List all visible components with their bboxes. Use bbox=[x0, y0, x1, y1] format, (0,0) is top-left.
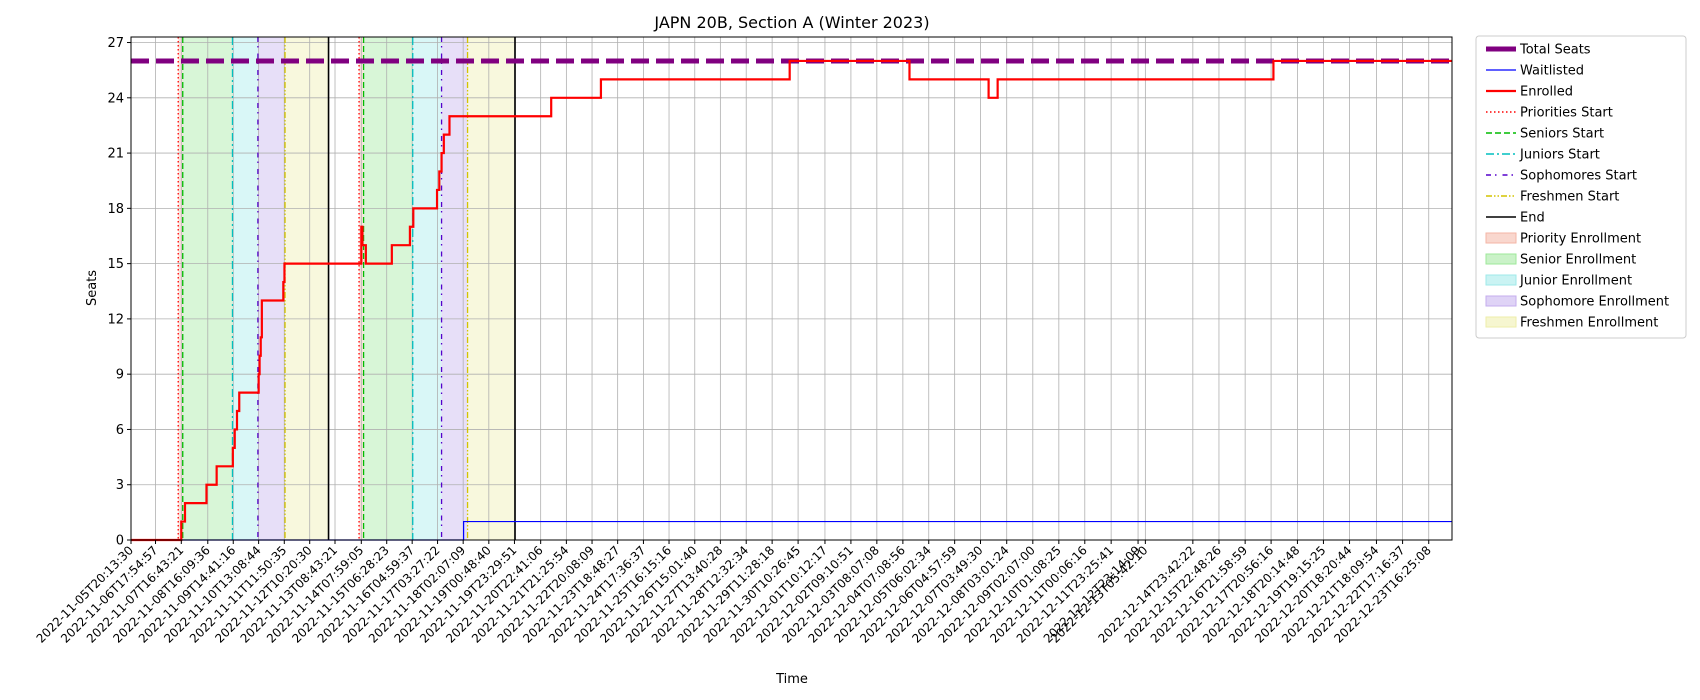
legend-swatch-junior-enrollment bbox=[1485, 274, 1517, 286]
chart-title: JAPN 20B, Section A (Winter 2023) bbox=[653, 13, 929, 32]
chart-legend: Total Seats Waitlisted Enrolled Priorities … bbox=[1475, 35, 1687, 339]
y-axis-ticks: 0 3 6 9 12 15 18 21 24 27 bbox=[107, 36, 131, 549]
span-freshmen-enrollment-2 bbox=[467, 37, 516, 540]
span-junior-enrollment-1 bbox=[232, 37, 258, 540]
y-tick-label: 18 bbox=[107, 202, 124, 217]
legend-swatch-senior-enrollment bbox=[1485, 253, 1517, 265]
legend-label-priorities-start: Priorities Start bbox=[1520, 106, 1613, 121]
span-senior-enrollment-2 bbox=[363, 37, 413, 540]
legend-label-total-seats: Total Seats bbox=[1519, 43, 1591, 58]
span-junior-enrollment-2 bbox=[412, 37, 442, 540]
legend-label-sophomore-enrollment: Sophomore Enrollment bbox=[1520, 295, 1669, 310]
legend-label-juniors-start: Juniors Start bbox=[1519, 148, 1600, 163]
y-tick-label: 24 bbox=[107, 91, 124, 106]
period-markers bbox=[177, 37, 516, 540]
legend-label-sophomores-start: Sophomores Start bbox=[1520, 169, 1637, 184]
span-sophomore-enrollment-1 bbox=[257, 37, 286, 540]
legend-label-junior-enrollment: Junior Enrollment bbox=[1519, 274, 1632, 289]
legend-swatch-freshmen-enrollment bbox=[1485, 316, 1517, 328]
legend-label-freshmen-start: Freshmen Start bbox=[1520, 190, 1619, 205]
span-priority-enrollment-1 bbox=[178, 37, 183, 540]
legend-label-senior-enrollment: Senior Enrollment bbox=[1520, 253, 1636, 268]
span-sophomore-enrollment-2 bbox=[441, 37, 468, 540]
y-tick-label: 6 bbox=[116, 423, 124, 438]
span-freshmen-enrollment-1 bbox=[285, 37, 329, 540]
legend-swatch-priority-enrollment bbox=[1485, 232, 1517, 244]
series-enrolled bbox=[131, 59, 1452, 542]
y-tick-label: 12 bbox=[107, 312, 124, 327]
y-tick-label: 3 bbox=[116, 478, 124, 493]
enrollment-spans bbox=[178, 37, 516, 540]
y-tick-label: 27 bbox=[107, 36, 124, 51]
y-tick-label: 15 bbox=[107, 257, 124, 272]
legend-swatch-sophomore-enrollment bbox=[1485, 295, 1517, 307]
legend-label-freshmen-enrollment: Freshmen Enrollment bbox=[1520, 316, 1658, 331]
y-tick-label: 21 bbox=[107, 147, 124, 162]
legend-label-end: End bbox=[1520, 211, 1545, 226]
legend-frame bbox=[1475, 35, 1687, 339]
legend-label-seniors-start: Seniors Start bbox=[1520, 127, 1604, 142]
legend-label-enrolled: Enrolled bbox=[1520, 85, 1573, 100]
legend-label-waitlisted: Waitlisted bbox=[1520, 64, 1584, 79]
plot-frame bbox=[130, 36, 1453, 541]
y-tick-label: 9 bbox=[116, 368, 124, 383]
y-tick-label: 0 bbox=[116, 534, 124, 549]
legend-label-priority-enrollment: Priority Enrollment bbox=[1520, 232, 1641, 247]
x-axis-ticks: 2022-11-05T20:13:302022-11-06T17:54:5720… bbox=[34, 540, 1434, 646]
y-axis-label: Seats bbox=[85, 270, 100, 306]
x-axis-label: Time bbox=[775, 672, 808, 687]
